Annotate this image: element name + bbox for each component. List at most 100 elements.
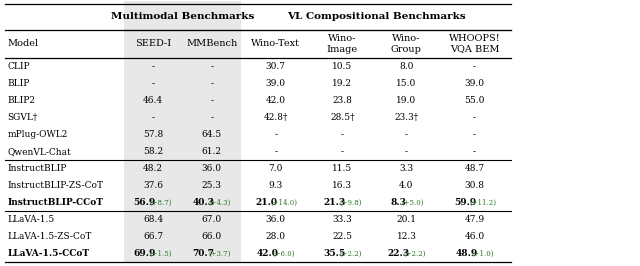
Text: 3.3: 3.3: [399, 164, 413, 173]
Text: 4.0: 4.0: [399, 181, 413, 190]
Text: 12.3: 12.3: [396, 232, 417, 241]
Text: 35.5: 35.5: [323, 249, 345, 258]
Text: (+1.0): (+1.0): [471, 250, 494, 257]
Text: InstructBLIP-ZS-CoT: InstructBLIP-ZS-CoT: [8, 181, 104, 190]
Text: -: -: [211, 62, 213, 71]
Text: (+4.3): (+4.3): [209, 198, 231, 207]
Text: VQA BEM: VQA BEM: [450, 45, 499, 53]
Text: 57.8: 57.8: [143, 130, 163, 139]
Text: 66.0: 66.0: [202, 232, 222, 241]
Text: 28.5†: 28.5†: [330, 113, 355, 122]
Text: (+11.2): (+11.2): [469, 198, 496, 207]
Bar: [124, 1, 241, 30]
Text: 22.5: 22.5: [332, 232, 353, 241]
Text: 19.0: 19.0: [396, 96, 417, 105]
Text: 48.9: 48.9: [455, 249, 477, 258]
Text: 42.0: 42.0: [266, 96, 286, 105]
Text: -: -: [473, 113, 476, 122]
Text: 68.4: 68.4: [143, 215, 163, 224]
Text: 56.9: 56.9: [134, 198, 156, 207]
Text: (+1.5): (+1.5): [150, 250, 172, 257]
Text: 69.9: 69.9: [134, 249, 156, 258]
Text: -: -: [211, 79, 213, 88]
Text: QwenVL-Chat: QwenVL-Chat: [8, 147, 72, 156]
Text: Group: Group: [391, 45, 422, 53]
Text: Wino-Text: Wino-Text: [252, 39, 300, 48]
Text: 46.4: 46.4: [143, 96, 163, 105]
Text: 25.3: 25.3: [202, 181, 222, 190]
Text: LLaVA-1.5: LLaVA-1.5: [8, 215, 55, 224]
Text: 30.8: 30.8: [465, 181, 484, 190]
Text: Model: Model: [8, 39, 39, 48]
Text: 36.0: 36.0: [202, 164, 222, 173]
Text: -: -: [473, 130, 476, 139]
Text: 37.6: 37.6: [143, 181, 163, 190]
Text: 19.2: 19.2: [332, 79, 353, 88]
Text: 33.3: 33.3: [333, 215, 352, 224]
Text: mPlug-OWL2: mPlug-OWL2: [8, 130, 68, 139]
Text: -: -: [275, 147, 277, 156]
Text: 20.1: 20.1: [396, 215, 417, 224]
Text: 36.0: 36.0: [266, 215, 286, 224]
Text: Wino-: Wino-: [392, 34, 420, 43]
Text: 15.0: 15.0: [396, 79, 417, 88]
Text: WHOOPS!: WHOOPS!: [449, 34, 500, 43]
Text: -: -: [152, 79, 154, 88]
Text: -: -: [152, 113, 154, 122]
Text: 48.2: 48.2: [143, 164, 163, 173]
Text: (+14.0): (+14.0): [270, 198, 298, 207]
Text: 59.9: 59.9: [454, 198, 476, 207]
Text: -: -: [473, 147, 476, 156]
Text: 48.7: 48.7: [465, 164, 484, 173]
Text: 39.0: 39.0: [465, 79, 484, 88]
Text: 47.9: 47.9: [465, 215, 484, 224]
Text: (+2.2): (+2.2): [403, 250, 426, 257]
Text: 21.3: 21.3: [323, 198, 345, 207]
Text: 23.3†: 23.3†: [394, 113, 419, 122]
Text: (+3.7): (+3.7): [209, 250, 231, 257]
Text: -: -: [405, 147, 408, 156]
Text: 40.3: 40.3: [193, 198, 214, 207]
Text: 30.7: 30.7: [266, 62, 286, 71]
Text: 8.0: 8.0: [399, 62, 413, 71]
Text: SEED-I: SEED-I: [135, 39, 171, 48]
Bar: [124, 30, 241, 262]
Text: 67.0: 67.0: [202, 215, 222, 224]
Text: 64.5: 64.5: [202, 130, 222, 139]
Text: (+2.2): (+2.2): [339, 250, 362, 257]
Text: (+6.0): (+6.0): [273, 250, 295, 257]
Text: 16.3: 16.3: [332, 181, 353, 190]
Text: CLIP: CLIP: [8, 62, 30, 71]
Text: LLaVA-1.5-ZS-CoT: LLaVA-1.5-ZS-CoT: [8, 232, 92, 241]
Text: Image: Image: [327, 45, 358, 53]
Text: -: -: [341, 147, 344, 156]
Text: 28.0: 28.0: [266, 232, 286, 241]
Text: 61.2: 61.2: [202, 147, 222, 156]
Text: -: -: [275, 130, 277, 139]
Text: (+8.7): (+8.7): [150, 198, 172, 207]
Text: -: -: [405, 130, 408, 139]
Text: 22.3: 22.3: [387, 249, 409, 258]
Text: 8.3: 8.3: [390, 198, 406, 207]
Text: 70.7: 70.7: [193, 249, 214, 258]
Text: SGVL†: SGVL†: [8, 113, 38, 122]
Text: 42.8†: 42.8†: [264, 113, 288, 122]
Text: InstructBLIP-CCoT: InstructBLIP-CCoT: [8, 198, 104, 207]
Text: BLIP: BLIP: [8, 79, 30, 88]
Text: -: -: [211, 96, 213, 105]
Text: VL Compositional Benchmarks: VL Compositional Benchmarks: [287, 13, 465, 21]
Text: InstructBLIP: InstructBLIP: [8, 164, 67, 173]
Text: 10.5: 10.5: [332, 62, 353, 71]
Text: 7.0: 7.0: [269, 164, 283, 173]
Text: 39.0: 39.0: [266, 79, 286, 88]
Text: 9.3: 9.3: [269, 181, 283, 190]
Text: (+9.8): (+9.8): [339, 198, 362, 207]
Text: MMBench: MMBench: [186, 39, 237, 48]
Text: -: -: [341, 130, 344, 139]
Text: 11.5: 11.5: [332, 164, 353, 173]
Text: (+5.0): (+5.0): [401, 198, 424, 207]
Text: -: -: [473, 62, 476, 71]
Text: 58.2: 58.2: [143, 147, 163, 156]
Text: 42.0: 42.0: [257, 249, 278, 258]
Text: LLaVA-1.5-CCoT: LLaVA-1.5-CCoT: [8, 249, 90, 258]
